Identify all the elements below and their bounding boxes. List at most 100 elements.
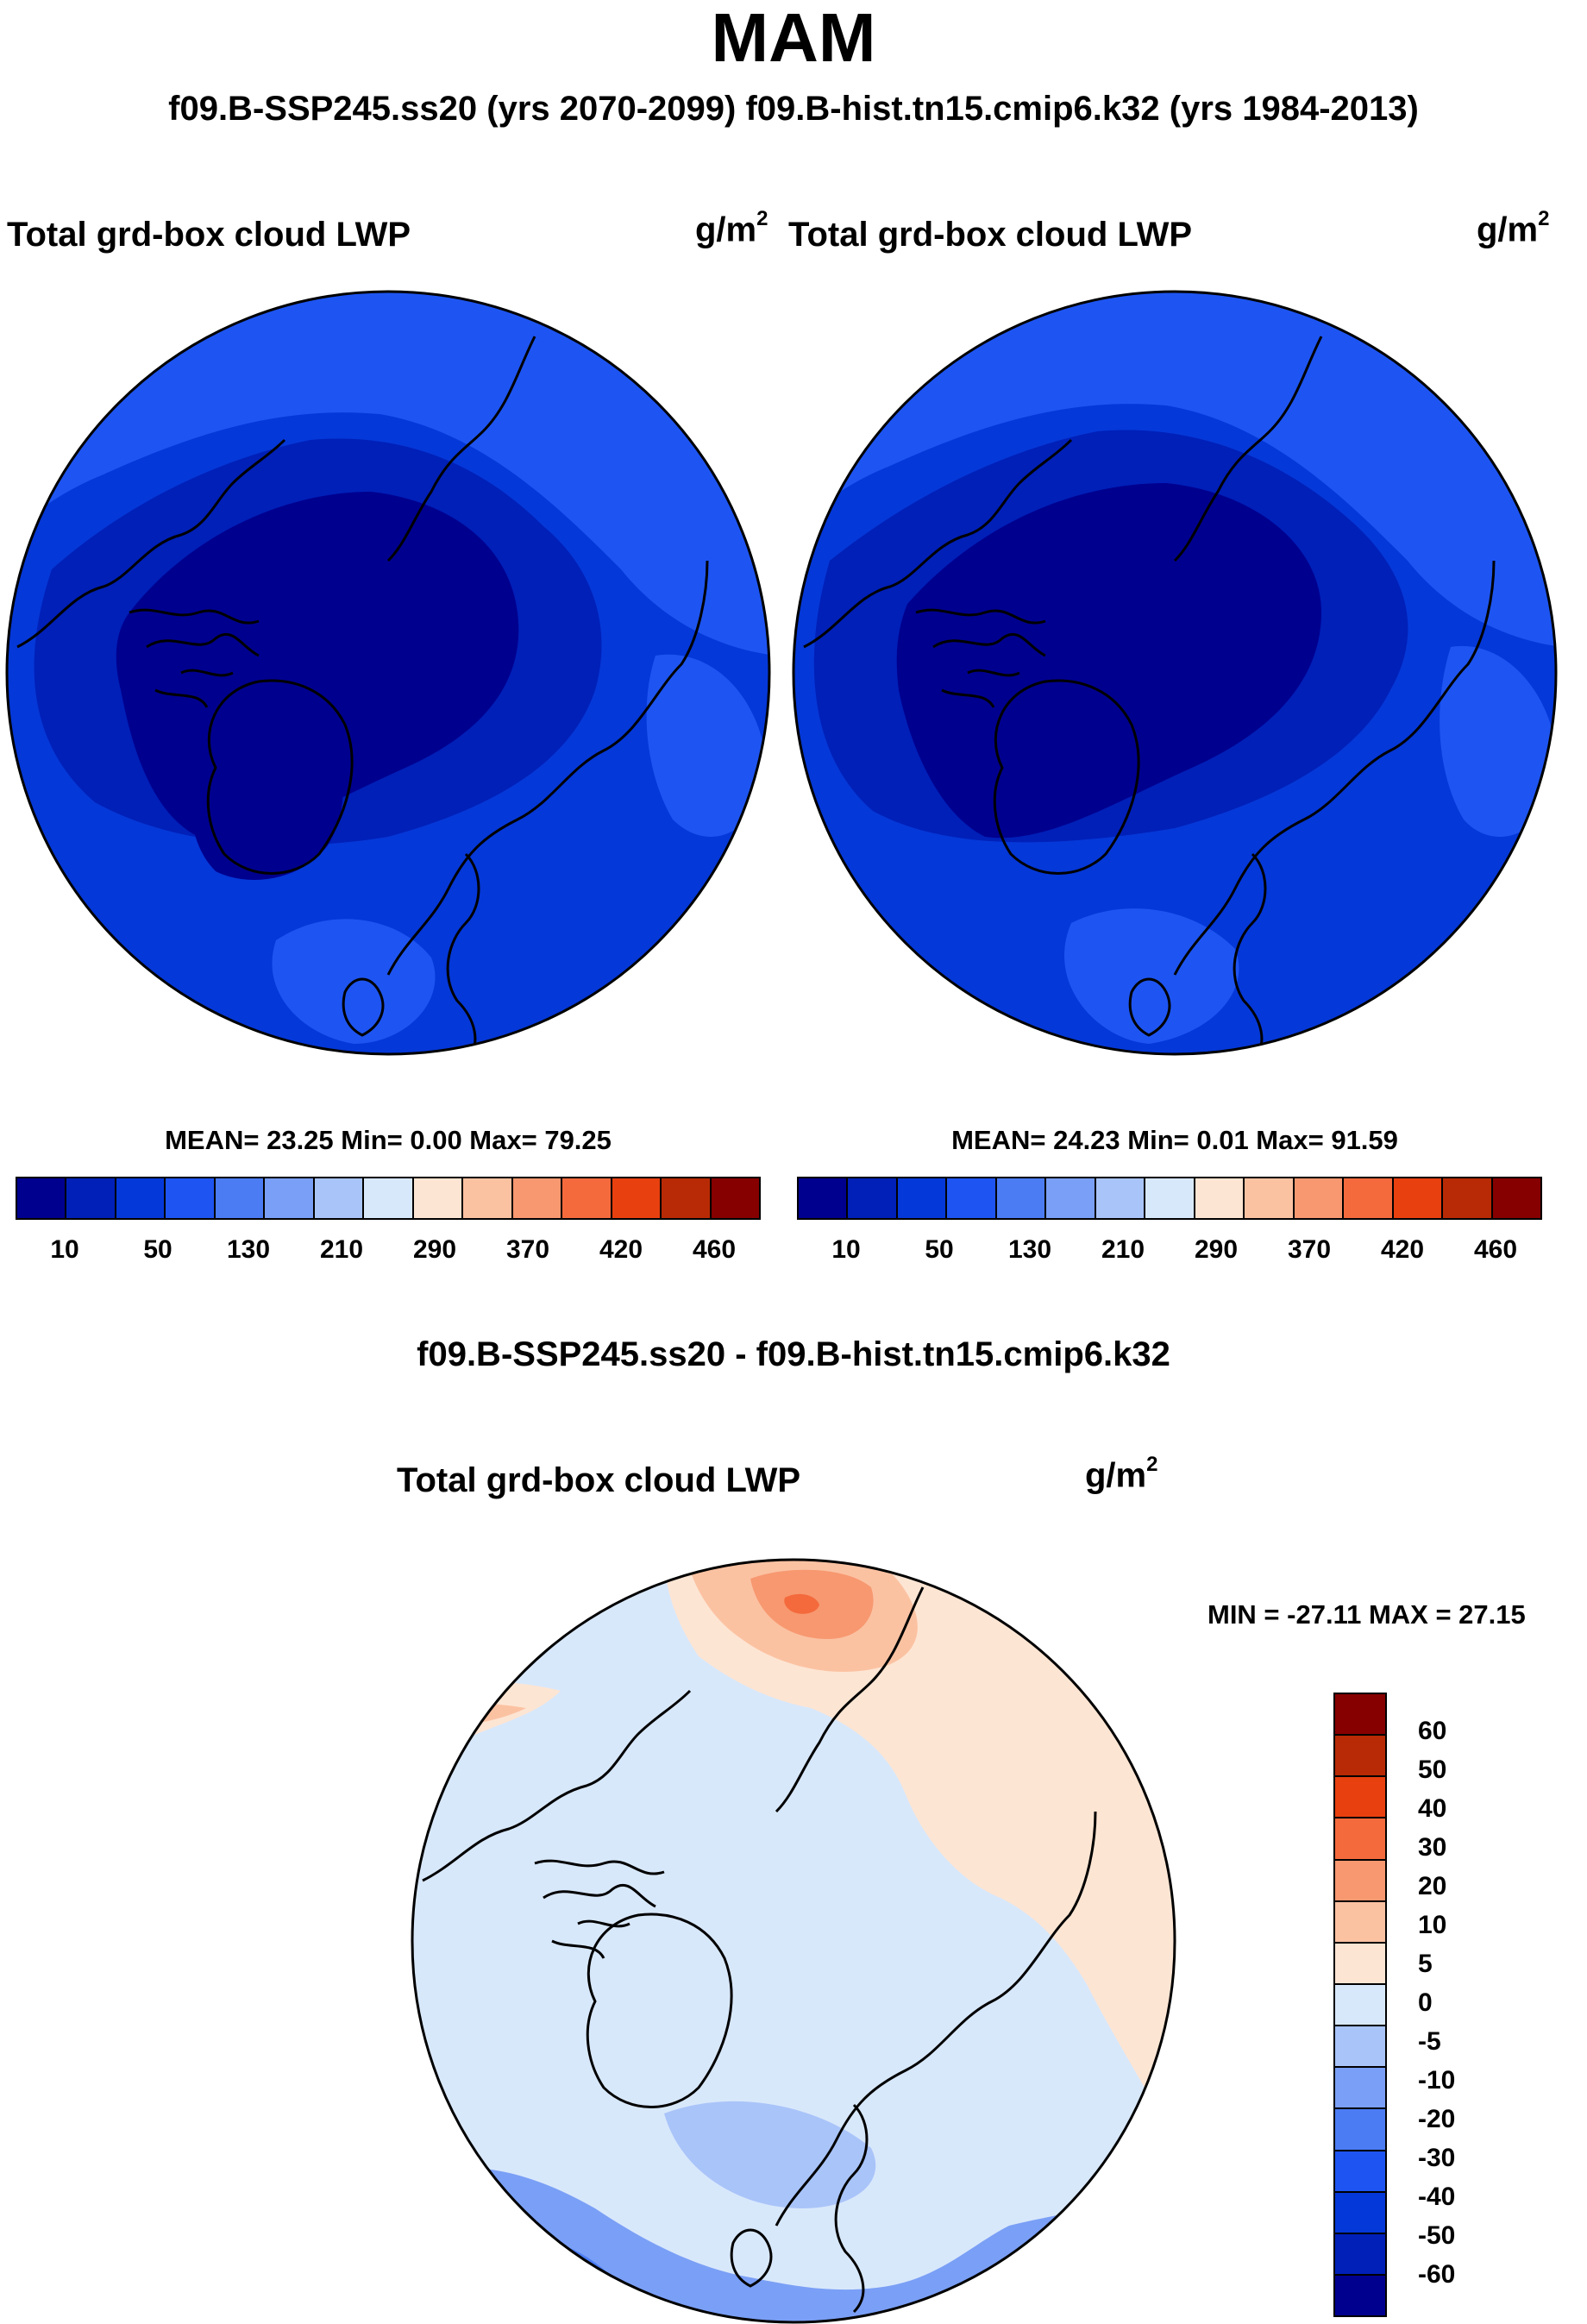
figure-subtitle: f09.B-SSP245.ss20 (yrs 2070-2099) f09.B-… [168, 90, 1419, 128]
cbar-diff-swatch-6 [1335, 1901, 1385, 1944]
cbar-right-swatch-7 [1095, 1178, 1146, 1218]
cbar-right-swatch-10 [1245, 1178, 1295, 1218]
cbar-left-swatch-12 [562, 1178, 612, 1218]
right-band-130 [794, 292, 1556, 647]
cbar-diff-swatch-13 [1335, 2192, 1385, 2234]
cbar-right-swatch-14 [1443, 1178, 1493, 1218]
right-colorbar [797, 1177, 1542, 1220]
cbar-diff-swatch-8 [1335, 1984, 1385, 2027]
cbar-diff-swatch-11 [1335, 2109, 1385, 2151]
cbar-diff-swatch-4 [1335, 1818, 1385, 1861]
diff-band-atlantic-cool3 [664, 2101, 876, 2208]
left-stats: MEAN= 23.25 Min= 0.00 Max= 79.25 [165, 1125, 612, 1155]
cbar-diff-swatch-7 [1335, 1943, 1385, 1985]
right-tick-7: 420 [1380, 1235, 1425, 1264]
diff-tick-15: -60 [1418, 2260, 1456, 2289]
right-patch-siberia [1440, 645, 1556, 837]
diff-coast-greenland [586, 1913, 733, 2108]
cbar-diff-swatch-10 [1335, 2068, 1385, 2110]
cbar-diff-swatch-12 [1335, 2151, 1385, 2193]
right-coast-archipelago [932, 632, 1046, 708]
cbar-right-swatch-11 [1294, 1178, 1345, 1218]
diff-tick-12: -30 [1418, 2144, 1456, 2172]
right-tick-6: 370 [1287, 1235, 1332, 1264]
cbar-left-swatch-1 [17, 1178, 67, 1218]
left-colorbar [16, 1177, 761, 1220]
diff-tick-13: -40 [1418, 2183, 1456, 2211]
left-tick-2: 50 [143, 1235, 172, 1264]
cbar-left-swatch-11 [512, 1178, 563, 1218]
diff-tick-11: -20 [1418, 2105, 1456, 2133]
cbar-right-swatch-9 [1195, 1178, 1245, 1218]
cbar-left-swatch-15 [711, 1178, 760, 1218]
cbar-left-swatch-9 [413, 1178, 464, 1218]
cbar-right-swatch-3 [897, 1178, 948, 1218]
left-band-greenland [191, 726, 343, 880]
right-tick-5: 290 [1194, 1235, 1239, 1264]
left-polar-map [5, 290, 771, 1056]
diff-stats: MIN = -27.11 MAX = 27.15 [1208, 1599, 1526, 1630]
cbar-diff-swatch-3 [1335, 1777, 1385, 1819]
left-tick-8: 460 [692, 1235, 737, 1264]
left-variable-label: Total grd-box cloud LWP [7, 216, 411, 254]
cbar-right-swatch-6 [1046, 1178, 1096, 1218]
left-coast-canada [16, 438, 286, 649]
left-coast-scandinavia [446, 852, 480, 1054]
diff-tick-4: 30 [1418, 1833, 1447, 1862]
cbar-diff-swatch-14 [1335, 2233, 1385, 2276]
right-band-10 [896, 483, 1321, 839]
diff-tick-3: 40 [1418, 1794, 1447, 1823]
left-tick-4: 210 [319, 1235, 364, 1264]
left-patch-siberia [646, 654, 768, 837]
left-tick-1: 10 [50, 1235, 79, 1264]
left-band-130 [7, 292, 769, 656]
right-coast-greenland [993, 679, 1140, 875]
left-units-label: g/m2 [695, 207, 768, 249]
diff-tick-14: -50 [1418, 2221, 1456, 2250]
right-variable-label: Total grd-box cloud LWP [788, 216, 1193, 254]
left-coast-alaska [386, 336, 536, 562]
cbar-left-swatch-2 [66, 1178, 116, 1218]
cbar-diff-swatch-15 [1335, 2275, 1385, 2316]
diff-tick-2: 50 [1418, 1756, 1447, 1784]
left-tick-3: 130 [226, 1235, 271, 1264]
diff-coast-scandinavia [834, 2103, 869, 2314]
diff-band-pacific-warm [664, 1560, 1175, 2157]
diff-coast-alaska [775, 1586, 925, 1813]
right-coast-eurasia [1173, 560, 1496, 976]
right-coast-canada [803, 438, 1073, 649]
cbar-left-swatch-8 [364, 1178, 414, 1218]
left-tick-5: 290 [412, 1235, 457, 1264]
right-tick-3: 130 [1007, 1235, 1052, 1264]
right-coast-uk [1128, 977, 1171, 1037]
cbar-right-swatch-13 [1393, 1178, 1444, 1218]
diff-coast-canada [422, 1689, 692, 1882]
right-tick-2: 50 [925, 1235, 954, 1264]
diff-variable-label: Total grd-box cloud LWP [397, 1461, 801, 1499]
diff-title: f09.B-SSP245.ss20 - f09.B-hist.tn15.cmip… [417, 1335, 1170, 1373]
right-tick-1: 10 [831, 1235, 861, 1264]
cbar-right-swatch-5 [996, 1178, 1047, 1218]
cbar-right-swatch-15 [1492, 1178, 1541, 1218]
cbar-diff-swatch-5 [1335, 1860, 1385, 1902]
cbar-right-swatch-2 [848, 1178, 898, 1218]
left-coast-archipelago [146, 632, 260, 708]
diff-coast-eurasia [775, 1811, 1097, 2227]
cbar-left-swatch-5 [215, 1178, 266, 1218]
left-coast-eurasia [386, 560, 709, 976]
cbar-right-swatch-1 [799, 1178, 849, 1218]
cbar-right-swatch-8 [1145, 1178, 1195, 1218]
cbar-right-swatch-4 [947, 1178, 997, 1218]
diff-colorbar [1333, 1693, 1387, 2317]
diff-coast-uk [730, 2228, 773, 2288]
diff-band-pacific-max [784, 1593, 819, 1614]
diff-tick-8: 0 [1418, 1988, 1433, 2017]
cbar-left-swatch-10 [463, 1178, 513, 1218]
cbar-left-swatch-14 [662, 1178, 712, 1218]
cbar-left-swatch-13 [612, 1178, 662, 1218]
diff-tick-10: -10 [1418, 2066, 1456, 2095]
right-polar-map [792, 290, 1558, 1056]
diff-units-label: g/m2 [1085, 1453, 1158, 1495]
diff-tick-9: -5 [1418, 2027, 1441, 2056]
cbar-left-swatch-3 [116, 1178, 166, 1218]
